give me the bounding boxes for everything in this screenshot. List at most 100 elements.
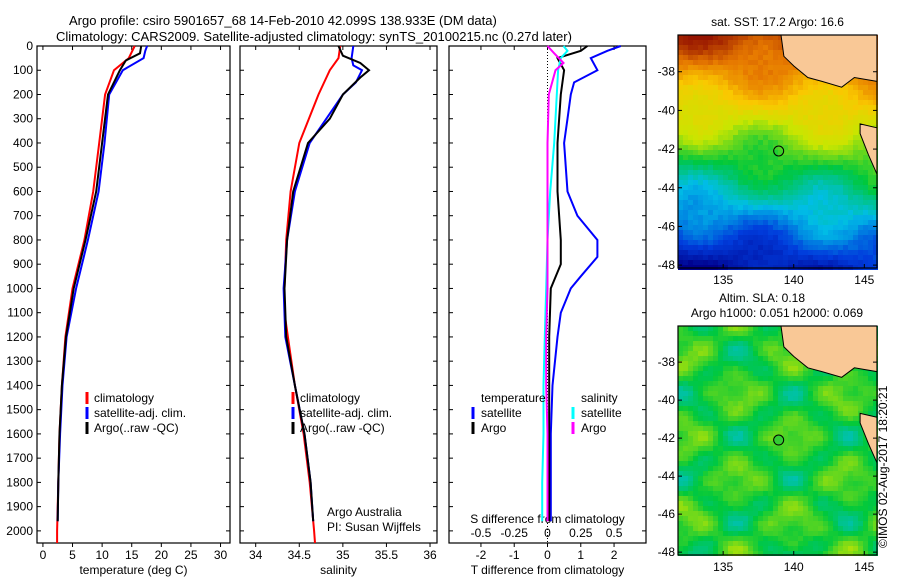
raster-cell [773, 366, 778, 371]
raster-cell [843, 506, 848, 511]
raster-cell [803, 260, 808, 265]
raster-cell [773, 105, 778, 110]
raster-cell [858, 205, 863, 210]
raster-cell [683, 225, 688, 230]
raster-cell [713, 55, 718, 60]
raster-cell [698, 70, 703, 75]
raster-cell [728, 396, 733, 401]
raster-cell [773, 185, 778, 190]
raster-cell [818, 200, 823, 205]
raster-cell [778, 526, 783, 531]
raster-cell [808, 150, 813, 155]
raster-cell [818, 441, 823, 446]
raster-cell [743, 471, 748, 476]
sst-map-raster [678, 35, 878, 270]
raster-cell [688, 346, 693, 351]
raster-cell [718, 125, 723, 130]
raster-cell [723, 411, 728, 416]
raster-cell [773, 250, 778, 255]
raster-cell [808, 120, 813, 125]
raster-cell [708, 361, 713, 366]
raster-cell [873, 255, 878, 260]
raster-cell [728, 175, 733, 180]
raster-cell [863, 511, 868, 516]
raster-cell [748, 476, 753, 481]
raster-cell [828, 386, 833, 391]
raster-cell [813, 165, 818, 170]
raster-cell [783, 361, 788, 366]
raster-cell [758, 240, 763, 245]
raster-cell [738, 100, 743, 105]
raster-cell [703, 55, 708, 60]
raster-cell [733, 381, 738, 386]
raster-cell [718, 476, 723, 481]
raster-cell [873, 391, 878, 396]
raster-cell [723, 235, 728, 240]
raster-cell [688, 376, 693, 381]
raster-cell [698, 376, 703, 381]
raster-cell [793, 210, 798, 215]
raster-cell [743, 356, 748, 361]
raster-cell [743, 95, 748, 100]
raster-cell [788, 426, 793, 431]
raster-cell [733, 326, 738, 331]
raster-cell [758, 180, 763, 185]
raster-cell [868, 245, 873, 250]
raster-cell [833, 250, 838, 255]
raster-cell [763, 195, 768, 200]
raster-cell [818, 376, 823, 381]
raster-cell [848, 125, 853, 130]
raster-cell [858, 426, 863, 431]
raster-cell [768, 195, 773, 200]
raster-cell [723, 145, 728, 150]
raster-cell [813, 521, 818, 526]
raster-cell [743, 35, 748, 40]
raster-cell [693, 210, 698, 215]
raster-cell [753, 361, 758, 366]
raster-cell [693, 45, 698, 50]
raster-cell [683, 75, 688, 80]
raster-cell [753, 190, 758, 195]
raster-cell [743, 406, 748, 411]
raster-cell [718, 80, 723, 85]
raster-cell [868, 185, 873, 190]
raster-cell [733, 95, 738, 100]
raster-cell [738, 331, 743, 336]
raster-cell [723, 130, 728, 135]
raster-cell [818, 451, 823, 456]
raster-cell [708, 351, 713, 356]
raster-cell [848, 190, 853, 195]
raster-cell [733, 506, 738, 511]
raster-cell [848, 110, 853, 115]
raster-cell [748, 215, 753, 220]
raster-cell [683, 336, 688, 341]
raster-cell [683, 526, 688, 531]
raster-cell [873, 521, 878, 526]
raster-cell [773, 60, 778, 65]
raster-cell [863, 541, 868, 546]
raster-cell [818, 391, 823, 396]
raster-cell [778, 481, 783, 486]
raster-cell [733, 240, 738, 245]
raster-cell [713, 175, 718, 180]
raster-cell [788, 170, 793, 175]
raster-cell [678, 326, 683, 331]
raster-cell [698, 65, 703, 70]
raster-cell [748, 336, 753, 341]
raster-cell [863, 170, 868, 175]
raster-cell [698, 90, 703, 95]
raster-cell [773, 456, 778, 461]
raster-cell [738, 230, 743, 235]
raster-cell [813, 516, 818, 521]
raster-cell [743, 220, 748, 225]
raster-cell [803, 85, 808, 90]
raster-cell [713, 521, 718, 526]
raster-cell [823, 486, 828, 491]
raster-cell [773, 125, 778, 130]
raster-cell [808, 501, 813, 506]
raster-cell [743, 341, 748, 346]
raster-cell [873, 190, 878, 195]
raster-cell [848, 461, 853, 466]
raster-cell [708, 70, 713, 75]
raster-cell [723, 501, 728, 506]
